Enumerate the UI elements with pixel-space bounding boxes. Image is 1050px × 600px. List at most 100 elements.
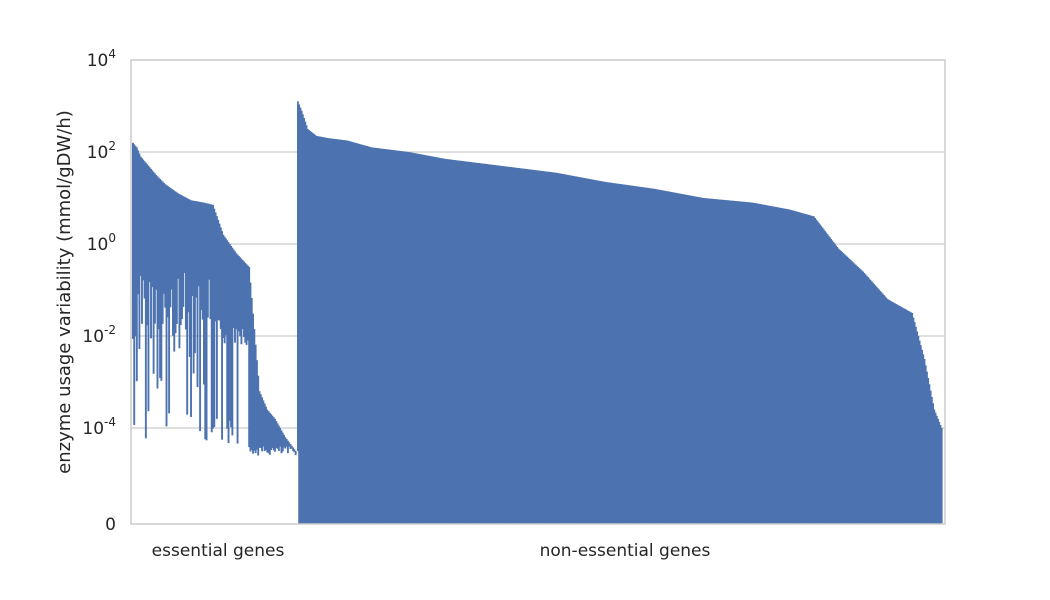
variability-bar — [747, 202, 750, 524]
variability-bar — [819, 224, 821, 524]
y-tick-label: 10-4 — [82, 415, 116, 439]
variability-bar — [193, 200, 196, 354]
variability-bar — [622, 184, 625, 525]
variability-bar — [178, 194, 181, 349]
variability-bar — [338, 139, 341, 524]
variability-bar — [212, 204, 214, 429]
variability-bar — [230, 245, 233, 428]
variability-bar — [497, 165, 500, 525]
variability-bar — [368, 146, 371, 524]
variability-bar — [328, 138, 331, 524]
variability-bar — [204, 202, 207, 440]
variability-bar — [917, 336, 920, 524]
variability-bar — [188, 199, 191, 357]
variability-bar — [223, 236, 226, 344]
variability-bar — [627, 185, 630, 524]
variability-bar — [389, 149, 391, 524]
variability-bar — [494, 165, 497, 524]
variability-bar — [416, 153, 418, 525]
variability-bar — [487, 164, 490, 524]
variability-bar — [134, 145, 137, 337]
variability-bar — [613, 183, 616, 524]
variability-bar — [358, 143, 361, 524]
variability-bar — [891, 301, 894, 524]
variability-bar — [524, 168, 527, 524]
variability-bar — [343, 140, 346, 524]
variability-bar — [143, 161, 146, 299]
variability-bar — [499, 165, 502, 525]
variability-bar — [312, 133, 315, 524]
variability-bar — [182, 196, 185, 307]
variability-bar — [794, 211, 797, 524]
variability-bar — [525, 169, 528, 524]
variability-bar — [817, 222, 820, 524]
variability-bar — [155, 175, 158, 290]
variability-bar — [403, 151, 406, 525]
variability-bar — [364, 145, 367, 524]
variability-bar — [881, 293, 884, 524]
variability-bar — [448, 159, 450, 525]
variability-bar — [552, 172, 555, 524]
variability-bar — [691, 195, 694, 524]
variability-bar — [725, 200, 728, 524]
variability-bar — [740, 201, 743, 524]
variability-bar — [792, 210, 794, 524]
variability-bar — [299, 107, 302, 524]
variability-bar — [545, 171, 547, 524]
variability-bar — [148, 167, 151, 283]
variability-bar — [346, 140, 348, 524]
variability-bar — [911, 313, 914, 524]
variability-bar — [196, 201, 199, 388]
variability-bar — [548, 171, 551, 524]
variability-bar — [826, 234, 829, 525]
variability-bar — [934, 412, 937, 524]
variability-bar — [939, 424, 942, 524]
variability-bar — [472, 162, 475, 524]
variability-bar — [427, 155, 430, 524]
variability-bar — [218, 223, 221, 321]
variability-bar — [628, 185, 631, 524]
variability-bar — [241, 260, 244, 330]
variability-bar — [690, 195, 692, 524]
variability-bar — [422, 154, 425, 524]
variability-bar — [588, 178, 590, 524]
variability-bar — [186, 198, 189, 415]
variability-bar — [842, 253, 845, 524]
variability-bar — [720, 199, 723, 524]
variability-bar — [292, 447, 295, 451]
variability-bar — [890, 301, 893, 524]
variability-bar — [639, 186, 642, 524]
variability-bar — [692, 196, 695, 524]
variability-bar — [453, 159, 455, 524]
variability-bar — [718, 199, 721, 524]
variability-bar — [816, 221, 819, 525]
variability-bar — [722, 199, 724, 524]
variability-bar — [669, 191, 672, 525]
variability-bar — [618, 183, 621, 524]
variability-bar — [197, 201, 200, 287]
variability-bar — [289, 444, 292, 449]
variability-bar — [805, 214, 808, 524]
variability-bar — [900, 306, 903, 524]
variability-bar — [783, 208, 786, 524]
variability-bar — [599, 180, 602, 525]
variability-bar — [578, 177, 581, 524]
variability-bar — [883, 295, 885, 524]
variability-bar — [886, 299, 889, 524]
variability-bar — [887, 299, 890, 524]
variability-bar — [411, 152, 414, 524]
variability-bar — [899, 306, 901, 524]
variability-bar — [555, 172, 557, 524]
variability-bar — [245, 264, 248, 345]
variability-bar — [164, 184, 167, 308]
variability-bar — [505, 166, 508, 524]
variability-bar — [795, 211, 798, 524]
variability-bar — [926, 371, 928, 524]
variability-bar — [699, 197, 702, 525]
variability-bar — [733, 200, 735, 525]
variability-bar — [687, 195, 690, 525]
variability-bar — [191, 200, 194, 296]
variability-bar — [526, 169, 529, 525]
variability-bar — [539, 170, 541, 524]
variability-bar — [688, 195, 691, 524]
